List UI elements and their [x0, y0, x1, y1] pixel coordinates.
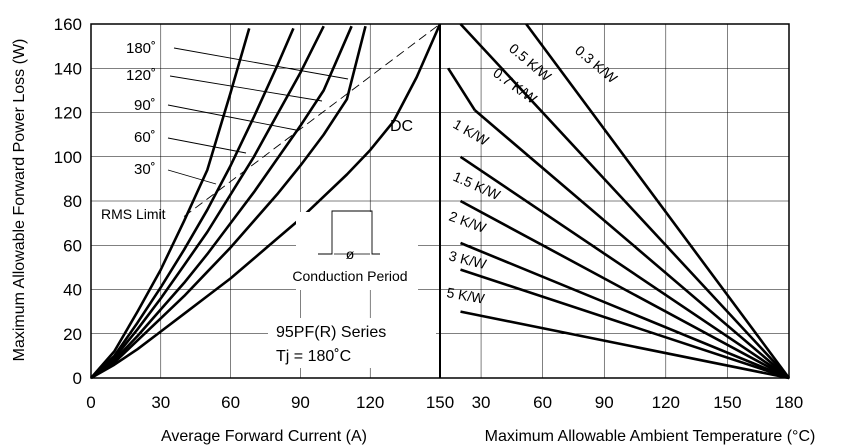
dc-label: DC: [390, 118, 413, 135]
x-tick-label-left: 90: [291, 393, 310, 412]
tj-label: Tj = 180˚C: [276, 348, 351, 365]
thermal-resistance-labels: 0.3 K/W 0.5 K/W 0.7 K/W 1 K/W 1.5 K/W 2 …: [445, 40, 621, 307]
x-tick-label-left: 60: [221, 393, 240, 412]
y-tick-label: 100: [54, 148, 82, 167]
x-tick-label-right: 90: [595, 393, 614, 412]
x-tick-label-right: 120: [652, 393, 680, 412]
x-tick-label-left: 120: [356, 393, 384, 412]
label-30: 30˚: [134, 161, 156, 178]
y-tick-label: 40: [63, 281, 82, 300]
series-name: 95PF(R) Series: [276, 324, 386, 341]
x-tick-label-right: 30: [472, 393, 491, 412]
y-tick-label: 80: [63, 192, 82, 211]
label-0-3-kw: 0.3 K/W: [572, 42, 621, 87]
resistance-line: [460, 268, 790, 380]
curve-dc: [90, 23, 442, 380]
x-tick-label-right: 180: [775, 393, 803, 412]
right-x-axis-title: Maximum Allowable Ambient Temperature (°…: [485, 428, 816, 445]
y-tick-label: 20: [63, 325, 82, 344]
y-tick-label: 0: [73, 369, 82, 388]
label-180: 180˚: [126, 40, 156, 57]
x-tick-label-right: 60: [533, 393, 552, 412]
label-90: 90˚: [134, 97, 156, 114]
curve-90: [90, 25, 325, 379]
curve-30: [90, 25, 367, 380]
x-tick-label-shared: 150: [426, 393, 454, 412]
conduction-period-label: Conduction Period: [292, 268, 407, 284]
resistance-line: [460, 241, 790, 380]
resistance-line: [460, 310, 790, 380]
curve-180: [90, 28, 251, 379]
label-1-5-kw: 1.5 K/W: [451, 168, 504, 203]
resistance-line: [525, 23, 791, 379]
conduction-period-inset: ø Conduction Period: [292, 210, 418, 290]
left-x-axis-title: Average Forward Current (A): [161, 428, 367, 445]
y-tick-label: 160: [54, 15, 82, 34]
y-tick-label: 140: [54, 59, 82, 78]
right-curves: [447, 23, 791, 380]
resistance-line: [459, 23, 790, 379]
conduction-angle-labels: 180˚ 120˚ 90˚ 60˚ 30˚: [126, 40, 349, 185]
phi-symbol: ø: [346, 246, 355, 262]
label-5-kw: 5 K/W: [445, 284, 486, 307]
x-tick-label-left: 0: [86, 393, 95, 412]
curve-60: [90, 25, 353, 380]
tick-labels: 0 20 40 60 80 100 120 140 160 0 30 60 90 120 150 30 60 90…: [54, 15, 804, 412]
resistance-line: [459, 155, 790, 380]
resistance-line: [447, 67, 476, 111]
y-axis-title: Maximum Allowable Forward Power Loss (W): [11, 39, 28, 362]
x-tick-label-right: 150: [713, 393, 741, 412]
y-tick-label: 120: [54, 104, 82, 123]
series-info: 95PF(R) Series Tj = 180˚C: [268, 318, 436, 368]
rms-limit-line: [183, 23, 441, 217]
resistance-line: [474, 109, 790, 379]
y-tick-label: 60: [63, 236, 82, 255]
rms-limit-label: RMS Limit: [101, 206, 166, 222]
resistance-line: [459, 199, 790, 380]
label-120: 120˚: [126, 67, 156, 84]
label-60: 60˚: [134, 129, 156, 146]
x-tick-label-left: 30: [151, 393, 170, 412]
